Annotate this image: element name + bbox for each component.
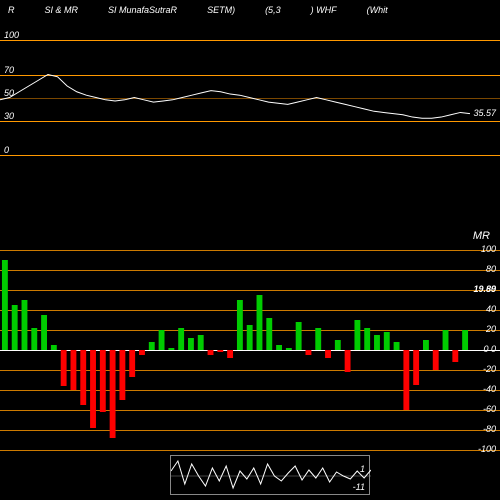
hdr-3: SETM) bbox=[207, 5, 235, 15]
mr-title: MR bbox=[473, 230, 490, 242]
bottom-axis-label: 40 bbox=[486, 304, 496, 314]
mini-chart: 1 -11 bbox=[170, 455, 370, 495]
bottom-axis-label: -40 bbox=[483, 384, 496, 394]
bottom-axis-label: -20 bbox=[483, 364, 496, 374]
top-axis-label: 100 bbox=[4, 30, 19, 40]
mr-bar-chart: -100-80-60-40-200 020406080100MR19.89 bbox=[0, 250, 500, 450]
oscillator-chart: 030507010035.57 bbox=[0, 40, 500, 155]
bottom-axis-label: -80 bbox=[483, 424, 496, 434]
mini-label-bottom: -11 bbox=[353, 482, 365, 492]
top-current-value: 35.57 bbox=[473, 108, 496, 118]
bottom-axis-label: -60 bbox=[483, 404, 496, 414]
hdr-4: (5,3 bbox=[265, 5, 281, 15]
bottom-gridline bbox=[0, 450, 500, 451]
hdr-0: R bbox=[8, 5, 15, 15]
hdr-5: ) WHF bbox=[311, 5, 337, 15]
bottom-axis-label: 20 bbox=[486, 324, 496, 334]
bottom-axis-label: 100 bbox=[481, 244, 496, 254]
hdr-1: SI & MR bbox=[45, 5, 79, 15]
bottom-axis-label: -100 bbox=[478, 444, 496, 454]
top-gridline bbox=[0, 155, 500, 156]
bottom-current-value: 19.89 bbox=[473, 284, 496, 294]
bottom-axis-label: 80 bbox=[486, 264, 496, 274]
hdr-2: SI MunafaSutraR bbox=[108, 5, 177, 15]
bottom-axis-label: 0 0 bbox=[483, 344, 496, 354]
mini-label-right: 1 bbox=[360, 464, 365, 474]
hdr-6: (Whit bbox=[367, 5, 388, 15]
header-bar: R SI & MR SI MunafaSutraR SETM) (5,3 ) W… bbox=[0, 0, 500, 20]
